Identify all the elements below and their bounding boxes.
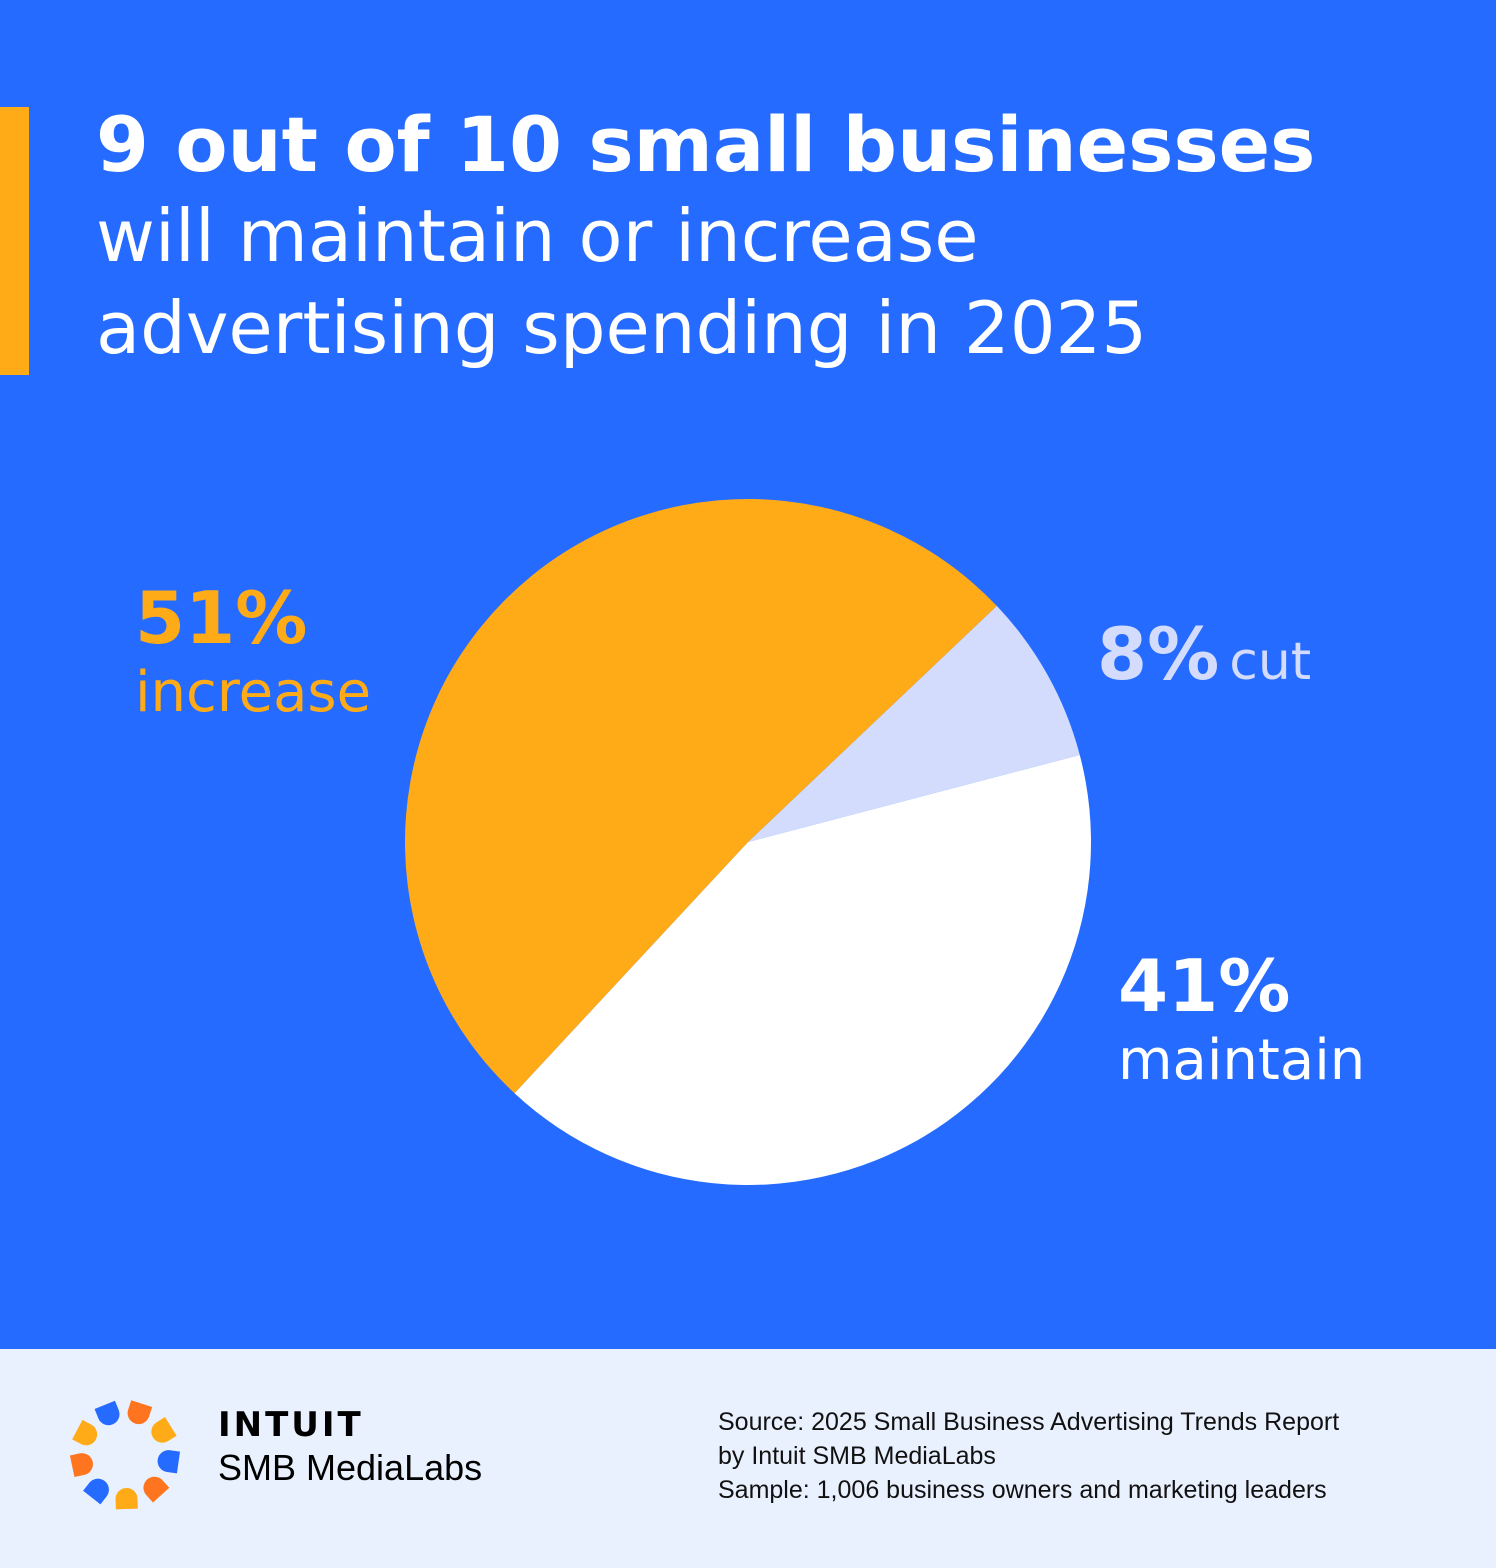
accent-bar: [0, 107, 29, 375]
label-maintain: 41% maintain: [1118, 946, 1365, 1096]
source-note: Source: 2025 Small Business Advertising …: [718, 1405, 1339, 1507]
source-line-1: Source: 2025 Small Business Advertising …: [718, 1408, 1340, 1436]
cut-percent: 8%: [1097, 612, 1220, 696]
pie-chart: [404, 498, 1091, 1185]
source-line-3: Sample: 1,006 business owners and market…: [718, 1476, 1327, 1504]
headline: 9 out of 10 small businesses will mainta…: [96, 100, 1315, 374]
footer: [0, 1349, 1496, 1568]
increase-text: increase: [135, 660, 372, 725]
infographic-panel: 9 out of 10 small businesses will mainta…: [0, 100, 1366, 1185]
maintain-text: maintain: [1118, 1028, 1366, 1093]
brand-wordmark: INTUIT SMB MediaLabs: [218, 1405, 482, 1491]
cut-text: cut: [1229, 632, 1312, 692]
headline-line-2: will maintain or increase: [96, 194, 979, 278]
headline-line-1: 9 out of 10 small businesses: [96, 100, 1316, 189]
label-cut: 8% cut: [1097, 612, 1311, 696]
brand-smb-medialabs: SMB MediaLabs: [218, 1447, 483, 1488]
intuit-logo-icon: [69, 1400, 181, 1510]
label-increase: 51% increase: [135, 578, 371, 728]
headline-line-3: advertising spending in 2025: [96, 286, 1148, 370]
increase-percent: 51%: [135, 576, 308, 660]
pie-slice-increase: [404, 498, 997, 1094]
brand-intuit: INTUIT: [218, 1405, 364, 1445]
pie-slice-cut: [748, 605, 1080, 842]
maintain-percent: 41%: [1118, 944, 1291, 1028]
pie-slice-maintain: [514, 754, 1091, 1185]
source-line-2: by Intuit SMB MediaLabs: [718, 1442, 996, 1470]
